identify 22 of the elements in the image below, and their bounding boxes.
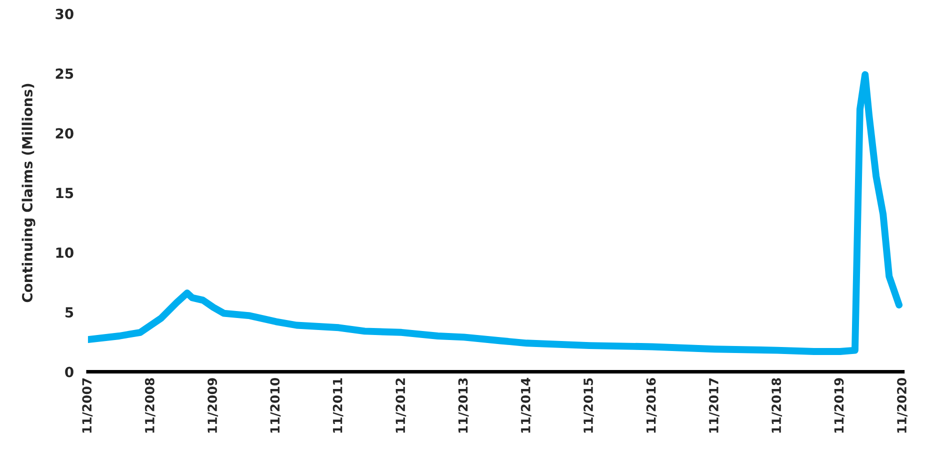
y-tick-label: 15	[56, 188, 74, 198]
x-tick-label: 11/2015	[584, 378, 594, 433]
y-tick-label: 0	[65, 366, 74, 378]
x-tick-label: 11/2014	[520, 378, 532, 433]
y-tick-label: 5	[65, 307, 74, 318]
y-tick-label: 30	[56, 8, 74, 20]
x-tick-label: 11/2008	[144, 378, 156, 433]
x-tick-label: 11/2009	[208, 378, 218, 433]
x-tick-label: 11/2011	[332, 378, 344, 433]
x-tick-label: 11/2007	[82, 378, 93, 433]
y-tick-label: 20	[56, 128, 74, 139]
y-tick-label: 10	[56, 247, 74, 258]
y-axis-title: Continuing Claims (Millions)	[22, 84, 36, 302]
x-tick-label: 11/2012	[396, 378, 406, 433]
y-tick-label: 25	[56, 68, 74, 79]
x-tick-label: 11/2017	[708, 378, 720, 433]
x-tick-label: 11/2020	[897, 378, 908, 433]
x-tick-label: 11/2013	[458, 378, 469, 433]
x-tick-label: 11/2018	[772, 378, 782, 433]
x-tick-label: 11/2019	[834, 378, 845, 433]
x-tick-label: 11/2010	[270, 378, 281, 433]
x-tick-label: 11/2016	[646, 378, 657, 433]
